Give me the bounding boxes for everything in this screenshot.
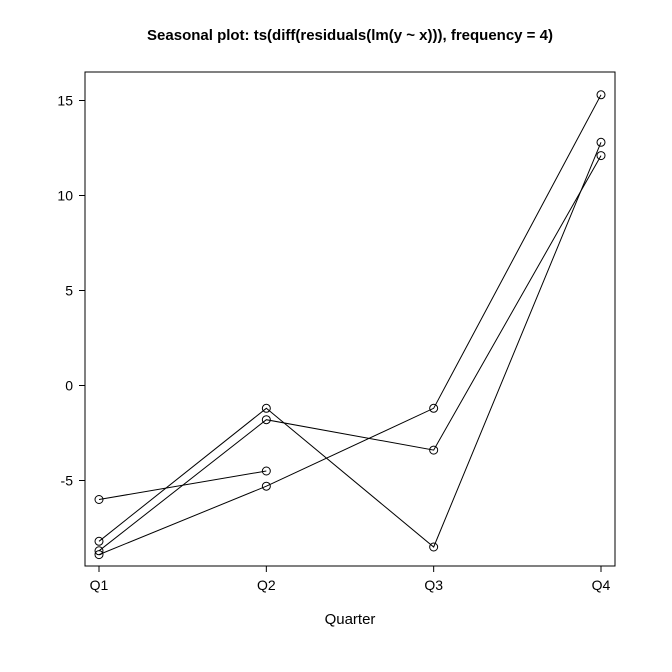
- seasonal-plot: Q1 Q2 Q3 Q4 -5 0 5 10 15 Seasonal plot: ts(diff(r…: [0, 0, 672, 672]
- x-tick-label: Q4: [592, 577, 611, 593]
- series-line: [99, 156, 601, 551]
- plot-area: [85, 72, 615, 566]
- x-tick-label: Q1: [90, 577, 109, 593]
- chart-svg: Q1 Q2 Q3 Q4 -5 0 5 10 15 Seasonal plot: ts(diff(r…: [0, 0, 672, 672]
- x-tick-label: Q3: [424, 577, 443, 593]
- y-tick-label: 0: [65, 378, 73, 394]
- x-tick-label: Q2: [257, 577, 276, 593]
- y-tick-label: 5: [65, 283, 73, 299]
- y-tick-label: -5: [61, 473, 74, 489]
- y-tick-label: 10: [57, 188, 73, 204]
- y-tick-label: 15: [57, 93, 73, 109]
- chart-title: Seasonal plot: ts(diff(residuals(lm(y ~ …: [147, 27, 553, 44]
- x-axis-label: Quarter: [325, 611, 376, 628]
